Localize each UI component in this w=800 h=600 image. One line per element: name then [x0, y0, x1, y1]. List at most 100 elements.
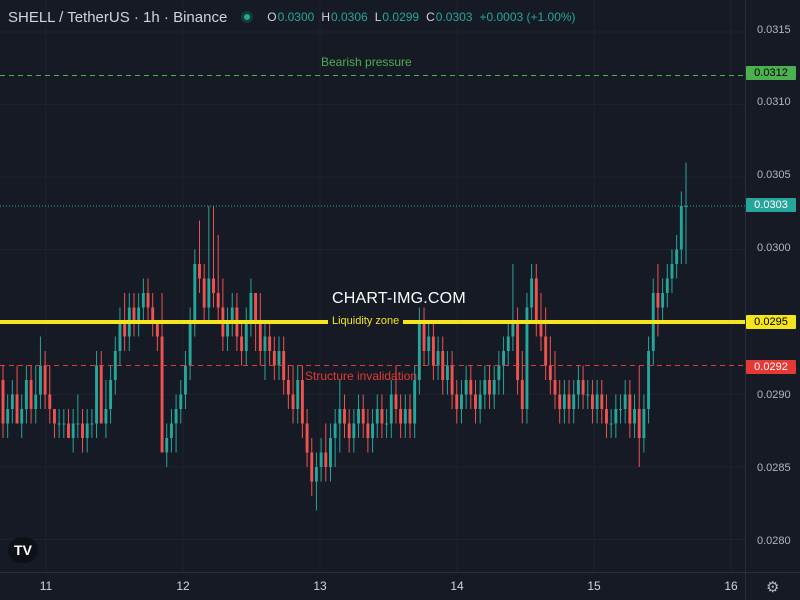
candle-body: [628, 394, 632, 424]
y-tick-label: 0.0315: [757, 24, 791, 36]
candle-body: [34, 394, 38, 409]
candle-body: [366, 423, 370, 438]
liquidity-price-tag: 0.0295: [746, 315, 796, 329]
candle-body: [684, 206, 688, 207]
candle-body: [488, 380, 491, 395]
candle-body: [310, 452, 314, 482]
candle-body: [324, 452, 328, 467]
candle-body: [343, 409, 346, 424]
candle-body: [385, 423, 389, 425]
candle-body: [408, 409, 412, 424]
candle-body: [151, 307, 155, 322]
candle-body: [371, 423, 375, 438]
close-value: 0.0303: [435, 10, 473, 24]
symbol-title[interactable]: SHELL / TetherUS · 1h · Binance: [8, 8, 228, 26]
candle-body: [413, 380, 417, 424]
candle-body: [132, 307, 136, 322]
bearish-pressure-label: Bearish pressure: [321, 55, 412, 69]
candle-body: [329, 438, 332, 467]
candle-body: [661, 293, 665, 308]
candle-body: [226, 322, 229, 337]
candle-body: [361, 409, 365, 424]
tradingview-logo[interactable]: TV: [8, 537, 38, 563]
candle-body: [516, 322, 520, 380]
candle-body: [483, 380, 487, 395]
candle-body: [254, 293, 258, 322]
candle-body: [492, 380, 496, 395]
open-key: O: [267, 10, 277, 24]
candle-body: [90, 423, 94, 425]
candle-body: [506, 336, 510, 351]
x-tick-label: 15: [587, 579, 601, 593]
candle-body: [6, 409, 10, 424]
candle-body: [609, 423, 613, 425]
candle-body: [352, 423, 356, 438]
candle-body: [230, 307, 234, 322]
low-value: 0.0299: [382, 10, 420, 24]
candle-body: [548, 365, 552, 380]
candle-body: [614, 409, 618, 424]
candle-body: [291, 394, 295, 409]
candle-body: [118, 322, 122, 351]
candle-body: [207, 278, 211, 308]
candle-body: [460, 394, 463, 409]
candle-body: [62, 423, 66, 425]
x-tick-label: 16: [724, 579, 738, 593]
candle-body: [263, 336, 267, 351]
candle-body: [511, 322, 515, 337]
candle-body: [300, 380, 304, 424]
candle-body: [174, 409, 178, 424]
y-tick-label: 0.0305: [757, 169, 791, 181]
candle-body: [474, 394, 477, 409]
candle-body: [333, 423, 337, 438]
candle-body: [665, 278, 669, 293]
candle-body: [656, 293, 660, 308]
candle-body: [520, 380, 524, 409]
candle-body: [445, 365, 449, 380]
candle-body: [198, 264, 201, 279]
candle-body: [71, 423, 75, 438]
bearish-price-tag: 0.0312: [746, 66, 796, 80]
candle-body: [216, 293, 220, 308]
candle-body: [581, 380, 585, 395]
candle-body: [417, 322, 421, 380]
candle-body: [314, 467, 318, 482]
candle-body: [637, 409, 641, 438]
candle-body: [427, 336, 431, 351]
candle-body: [193, 264, 197, 322]
candlestick-series: [1, 162, 688, 511]
watermark: CHART-IMG.COM: [332, 290, 466, 307]
candle-body: [268, 336, 272, 351]
candle-body: [647, 351, 651, 409]
liquidity-zone-label: Liquidity zone: [328, 315, 404, 327]
candle-body: [572, 394, 576, 409]
candle-body: [642, 409, 646, 438]
candle-body: [670, 264, 674, 279]
candle-body: [595, 394, 599, 409]
x-tick-label: 14: [450, 579, 464, 593]
candle-body: [76, 423, 80, 425]
candle-body: [478, 394, 482, 409]
candle-body: [436, 351, 440, 366]
candle-body: [296, 380, 300, 409]
candle-body: [249, 293, 253, 322]
candle-body: [286, 380, 290, 395]
candle-body: [141, 293, 145, 308]
gear-icon[interactable]: ⚙: [766, 579, 780, 596]
candle-body: [85, 423, 89, 438]
candle-body: [539, 322, 543, 337]
candle-body: [464, 380, 468, 395]
candle-body: [160, 336, 164, 453]
candle-body: [623, 394, 627, 409]
last-price-tag: 0.0303: [746, 198, 796, 212]
candle-body: [305, 423, 309, 453]
y-tick-label: 0.0290: [757, 389, 791, 401]
candle-body: [38, 365, 42, 395]
candle-body: [183, 365, 187, 395]
candle-body: [1, 380, 5, 424]
candle-body: [137, 307, 141, 322]
candle-body: [57, 423, 61, 425]
candle-body: [422, 322, 426, 351]
candle-body: [258, 322, 262, 351]
candle-body: [497, 365, 501, 380]
